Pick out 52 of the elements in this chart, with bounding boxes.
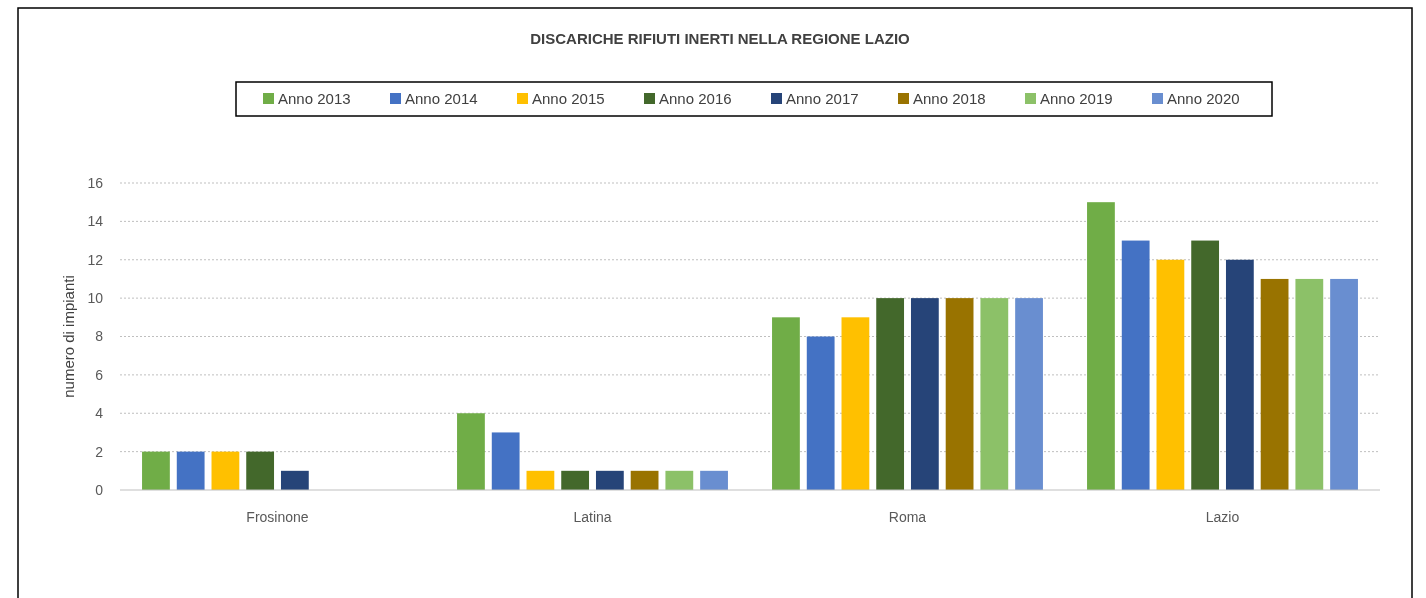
y-tick-label: 6 [95, 366, 104, 383]
bar [211, 451, 240, 490]
bar [142, 451, 170, 490]
bar [1015, 298, 1043, 490]
x-tick-label: Latina [573, 509, 612, 525]
bar [176, 451, 205, 490]
legend-label: Anno 2016 [659, 90, 732, 108]
y-tick-label: 10 [87, 290, 104, 307]
bar [457, 413, 485, 490]
bar [595, 470, 624, 490]
y-tick-label: 8 [95, 328, 104, 345]
bar [1191, 240, 1220, 490]
bar [945, 298, 974, 490]
y-tick-label: 12 [87, 251, 104, 268]
bar [1225, 259, 1254, 490]
y-tick-label: 4 [95, 405, 104, 422]
bar [1295, 278, 1324, 490]
x-tick-label: Roma [888, 509, 927, 525]
y-tick-label: 2 [95, 443, 104, 460]
bar [876, 298, 905, 490]
bar [772, 317, 800, 490]
bar [1260, 278, 1289, 490]
x-tick-label: Lazio [1205, 509, 1240, 525]
bar [910, 298, 939, 490]
bar [630, 470, 659, 490]
bar [980, 298, 1009, 490]
bar [1121, 240, 1150, 490]
bar [700, 470, 728, 490]
legend-label: Anno 2020 [1167, 90, 1240, 108]
bar [526, 470, 555, 490]
y-tick-label: 0 [95, 481, 104, 498]
legend-label: Anno 2019 [1040, 90, 1113, 108]
bar [561, 470, 590, 490]
bar [491, 432, 520, 490]
bar [1156, 259, 1185, 490]
bar [246, 451, 275, 490]
legend-label: Anno 2013 [278, 90, 351, 108]
legend-label: Anno 2015 [532, 90, 605, 108]
bar [841, 317, 870, 490]
chart-title: DISCARICHE RIFIUTI INERTI NELLA REGIONE LAZIO [530, 30, 911, 47]
bar [280, 470, 309, 490]
legend-label: Anno 2014 [405, 90, 478, 108]
bar [1330, 278, 1358, 490]
y-axis-title: numero di impianti [60, 275, 77, 398]
bar [665, 470, 694, 490]
y-tick-label: 16 [87, 174, 104, 191]
y-tick-label: 14 [87, 213, 104, 230]
legend-label: Anno 2018 [913, 90, 986, 108]
legend-label: Anno 2017 [786, 90, 859, 108]
bar [806, 336, 835, 490]
bar [1087, 202, 1115, 490]
x-tick-label: Frosinone [246, 509, 309, 525]
